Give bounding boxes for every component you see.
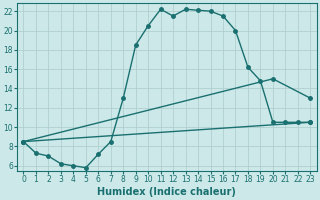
X-axis label: Humidex (Indice chaleur): Humidex (Indice chaleur) xyxy=(98,187,236,197)
